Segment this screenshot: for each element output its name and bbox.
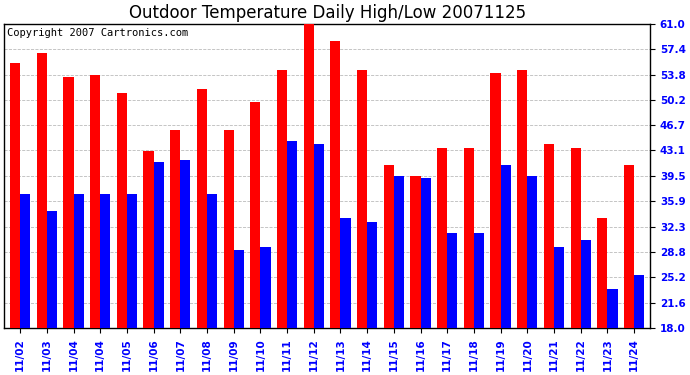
Bar [331,41,340,328]
Bar [100,194,110,328]
Bar [117,93,127,328]
Bar [37,54,47,328]
Bar [63,77,74,328]
Bar [367,222,377,328]
Bar [127,194,137,328]
Bar [90,75,100,328]
Bar [47,211,57,328]
Bar [607,289,618,328]
Bar [20,194,30,328]
Bar [421,178,431,328]
Bar [154,162,164,328]
Bar [598,219,607,328]
Bar [314,144,324,328]
Bar [527,176,538,328]
Bar [287,141,297,328]
Bar [197,89,207,328]
Bar [437,148,447,328]
Bar [544,144,554,328]
Title: Outdoor Temperature Daily High/Low 20071125: Outdoor Temperature Daily High/Low 20071… [128,4,526,22]
Bar [394,176,404,328]
Bar [170,130,180,328]
Bar [634,275,644,328]
Bar [518,70,527,328]
Bar [180,160,190,328]
Bar [234,251,244,328]
Text: Copyright 2007 Cartronics.com: Copyright 2007 Cartronics.com [8,28,188,38]
Bar [304,24,314,328]
Bar [491,73,501,328]
Bar [357,70,367,328]
Bar [581,240,591,328]
Bar [384,165,394,328]
Bar [260,247,270,328]
Bar [474,232,484,328]
Bar [624,165,634,328]
Bar [571,148,581,328]
Bar [144,151,154,328]
Bar [554,247,564,328]
Bar [501,165,511,328]
Bar [10,63,20,328]
Bar [411,176,421,328]
Bar [74,194,83,328]
Bar [207,194,217,328]
Bar [340,219,351,328]
Bar [224,130,234,328]
Bar [277,70,287,328]
Bar [464,148,474,328]
Bar [250,102,260,328]
Bar [447,232,457,328]
